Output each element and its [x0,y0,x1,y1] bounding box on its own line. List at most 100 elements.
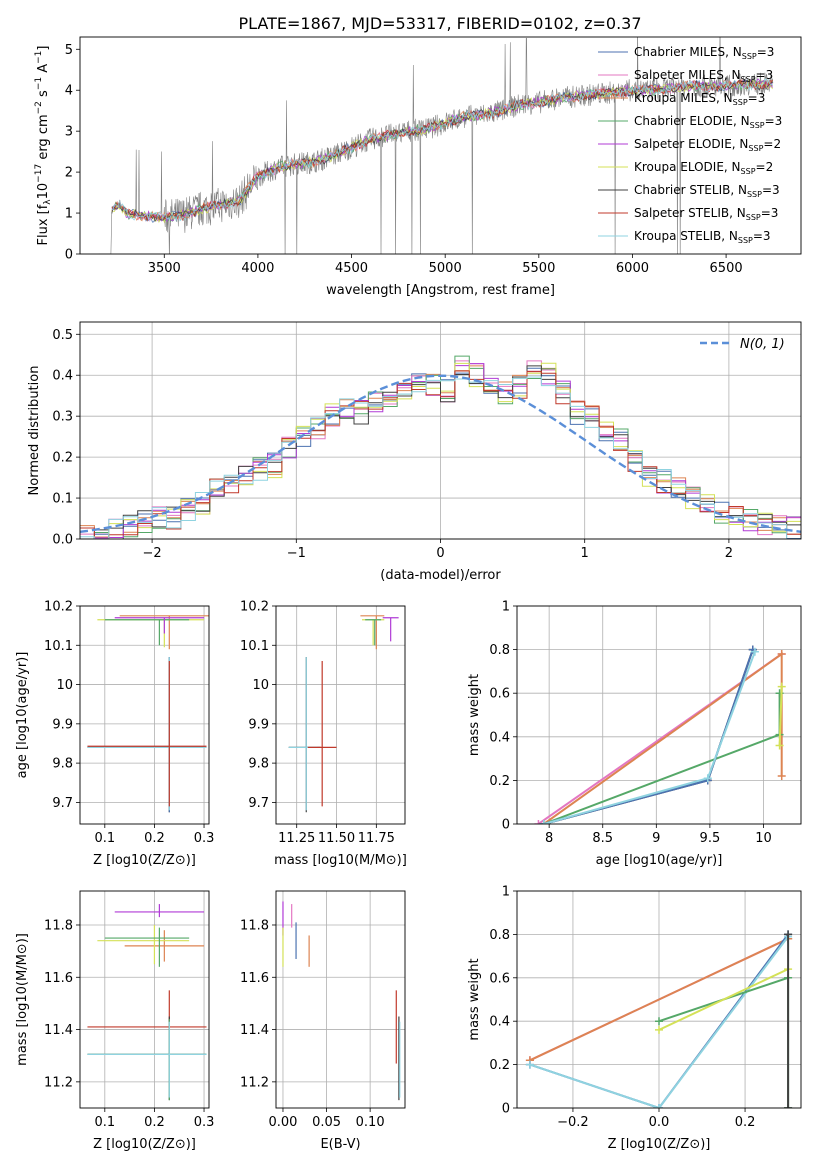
legend-suffix: =2 [763,137,781,151]
x-tick-label: 0.00 [268,1115,297,1130]
histogram-9 [80,376,801,539]
y-tick-label: 5 [65,43,73,58]
y-tick-label: 4 [65,84,73,99]
legend-text: Chabrier STELIB, N [634,183,747,197]
legend-subscript: SSP [750,121,765,130]
weight-line-4 [529,935,789,1108]
mass-vs-Z-panel: 0.1 0.2 0.3 11.2 11.4 11.6 11.8 Z [log10(Z/Z⊙)]… [15,890,215,1152]
legend-text: Salpeter ELODIE, N [634,137,748,151]
mass-vs-Z-plot-area [87,904,207,1101]
legend-subscript: SSP [733,98,748,107]
x-axis-label: age [log10(age/yr)] [596,853,723,868]
y-tick-label: 0.5 [52,328,73,343]
x-tick-label: 0.10 [356,1115,385,1130]
histogram-8 [80,370,801,539]
x-tick-label: 8.5 [592,831,613,846]
y-tick-label: 11.2 [44,1075,73,1090]
x-tick-label: 11.50 [318,831,355,846]
age-vs-mass-plot-area [288,615,399,813]
x-tick-label: 3500 [148,261,181,276]
legend-text: Chabrier MILES, N [634,45,742,59]
y-axis-label: mass weight [467,958,482,1040]
axes-frame [516,890,802,1109]
x-tick-label: 0.1 [94,831,115,846]
legend-subscript: SSP [748,144,763,153]
y-tick-label: 11.6 [240,971,269,986]
x-axis-label: (data-model)/error [380,568,501,583]
figure-title: PLATE=1867, MJD=53317, FIBERID=0102, z=0… [238,14,641,33]
x-tick-label: 0.2 [144,1115,165,1130]
legend-suffix: =2 [756,160,774,174]
y-label-part: 10 [36,183,51,200]
age-vs-Z-panel: 0.1 0.2 0.3 9.7 9.8 9.9 10 10.1 10.2 Z [log10(Z/Z… [15,600,214,869]
panels: 3500 4000 4500 5000 5500 6000 6500 0 1 2 3 4 5 wavele… [15,36,802,1152]
spectrum-plot-area [98,37,774,254]
x-tick-label: 10 [755,831,772,846]
y-tick-label: 10.1 [240,639,269,654]
legend-entry: Chabrier MILES, NSSP=3 [634,45,774,61]
x-tick-label: 0.0 [649,1115,670,1130]
weight-marker [525,1060,534,1069]
y-tick-label: 9.7 [248,796,269,811]
weight-line-5 [658,976,790,1108]
x-axis-label: Z [log10(Z/Z⊙)] [93,1137,196,1152]
axes-frame [79,321,802,540]
weight-marker [703,774,712,783]
legend-subscript: SSP [742,52,757,61]
x-tick-label: 0.3 [194,1115,215,1130]
x-tick-label: 9 [652,831,660,846]
weight-line-4 [778,686,783,746]
legend-text: Kroupa STELIB, N [634,229,738,243]
y-tick-label: 1 [65,207,73,222]
weight-line-2 [529,937,789,1062]
legend-suffix: =3 [756,68,774,82]
y-axis-label: Normed distribution [27,366,42,496]
x-tick-label: 0.3 [194,831,215,846]
weight-marker [655,1025,663,1034]
x-axis-label: wavelength [Angstrom, rest frame] [326,283,555,298]
axes-frame [275,605,406,825]
y-tick-label: 0.1 [52,492,73,507]
y-axis-label: mass [log10(M/M⊙)] [15,933,30,1066]
y-label-part: ] [36,46,51,51]
legend-entry: Kroupa MILES, NSSP=3 [634,91,765,107]
y-tick-label: 10 [252,678,269,693]
legend-subscript: SSP [741,167,756,176]
legend-entry: Kroupa ELODIE, NSSP=2 [634,160,773,176]
axes-frame [79,890,210,1109]
legend-subscript: SSP [747,190,762,199]
x-tick-label: −1 [287,546,306,561]
y-tick-label: 11.8 [240,918,269,933]
y-axis-label: mass weight [467,674,482,756]
x-axis-label: mass [log10(M/M⊙)] [274,853,407,868]
x-tick-label: 11.75 [358,831,395,846]
x-tick-label: 0.05 [312,1115,341,1130]
axes-frame [79,36,802,255]
x-tick-label: 0.2 [735,1115,756,1130]
y-tick-label: 0 [65,248,73,263]
model-line-9 [111,77,773,222]
x-tick-label: 5500 [522,261,555,276]
weight-line-3 [543,693,781,824]
legend-subscript: SSP [741,75,756,84]
y-tick-label: 1 [502,600,510,615]
y-tick-label: 2 [65,166,73,181]
y-tick-label: 10.1 [44,639,73,654]
y-tick-label: 10.2 [44,600,73,615]
y-tick-label: 9.8 [248,757,269,772]
weight-marker [777,682,786,691]
x-tick-label: 2 [725,546,733,561]
y-label-part: −17 [34,164,44,183]
y-tick-label: 0.6 [489,971,510,986]
y-label-part: s [36,90,51,101]
x-tick-label: 9.5 [700,831,721,846]
y-axis-label: age [log10(age/yr)] [15,652,30,779]
x-axis-label: E(B-V) [320,1137,360,1152]
y-tick-label: 9.9 [52,717,73,732]
y-label-part: A [36,64,51,77]
model-line-7 [111,79,773,222]
y-tick-label: 9.7 [52,796,73,811]
axes-frame [79,605,210,825]
y-tick-label: 0.4 [489,1015,510,1030]
legend-suffix: =3 [757,45,775,59]
